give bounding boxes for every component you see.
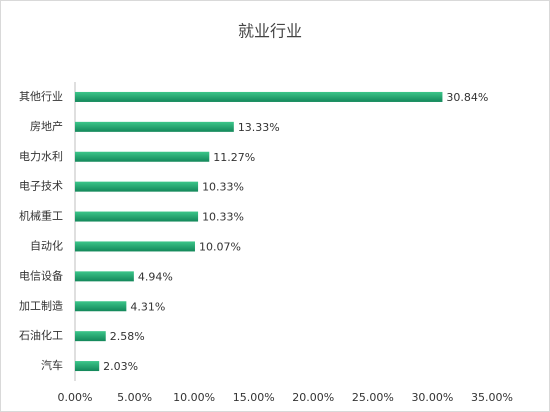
value-label: 10.07%	[199, 240, 241, 253]
bar	[75, 241, 195, 252]
value-label: 10.33%	[202, 211, 244, 224]
x-tick-label: 0.00%	[58, 391, 93, 404]
value-label: 10.33%	[202, 181, 244, 194]
bar	[75, 331, 106, 342]
value-label: 30.84%	[446, 91, 488, 104]
value-label: 4.94%	[138, 270, 173, 283]
x-tick-label: 5.00%	[117, 391, 152, 404]
value-label: 2.03%	[103, 360, 138, 373]
x-tick-label: 25.00%	[352, 391, 394, 404]
bar	[75, 211, 199, 222]
y-tick-label: 电子技术	[19, 180, 63, 193]
value-label: 2.58%	[110, 330, 145, 343]
value-label: 13.33%	[238, 121, 280, 134]
y-tick-label: 汽车	[41, 358, 63, 372]
y-tick-label: 石油化工	[19, 328, 63, 342]
y-tick-label: 电信设备	[19, 268, 63, 282]
bar	[75, 271, 134, 282]
x-tick-label: 30.00%	[411, 391, 453, 404]
y-tick-label: 房地产	[30, 119, 63, 133]
chart-title: 就业行业	[238, 22, 302, 41]
x-tick-label: 10.00%	[173, 391, 215, 404]
bar	[75, 121, 234, 132]
bar	[75, 301, 127, 312]
value-label: 11.27%	[213, 151, 255, 164]
bar	[75, 181, 199, 192]
y-tick-label: 机械重工	[19, 209, 63, 223]
y-tick-label: 电力水利	[19, 150, 63, 163]
x-tick-label: 15.00%	[233, 391, 275, 404]
bar	[75, 151, 210, 162]
x-tick-label: 35.00%	[471, 391, 513, 404]
y-tick-label: 其他行业	[19, 90, 63, 103]
x-tick-label: 20.00%	[292, 391, 334, 404]
bar	[75, 361, 100, 372]
value-label: 4.31%	[130, 300, 165, 313]
y-tick-label: 加工制造	[19, 298, 63, 312]
y-tick-label: 自动化	[30, 238, 63, 252]
bar	[75, 91, 443, 102]
